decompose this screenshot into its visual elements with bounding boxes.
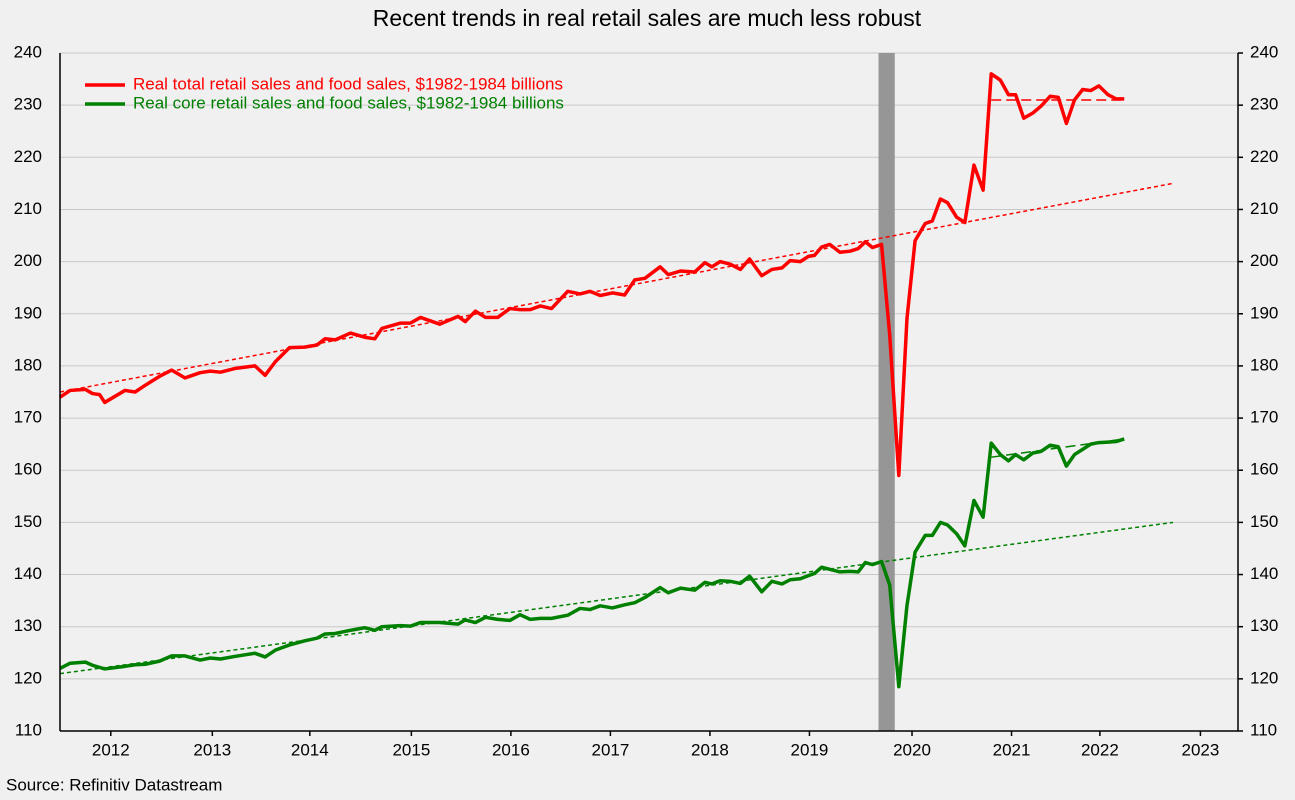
y-tick-label: 120: [14, 668, 42, 687]
y-tick-label: 190: [14, 303, 42, 322]
y-tick-label: 170: [14, 408, 42, 427]
source-note: Source: Refinitiv Datastream: [6, 775, 222, 794]
y2-tick-label: 180: [1250, 355, 1278, 374]
y2-tick-label: 210: [1250, 199, 1278, 218]
x-tick-label: 2019: [791, 740, 829, 759]
y-tick-label: 140: [14, 564, 42, 583]
x-tick-label: 2018: [691, 740, 729, 759]
y-tick-label: 200: [14, 251, 42, 270]
y-tick-label: 130: [14, 616, 42, 635]
y2-tick-label: 170: [1250, 408, 1278, 427]
x-tick-label: 2015: [392, 740, 430, 759]
y-tick-label: 220: [14, 147, 42, 166]
x-tick-label: 2013: [193, 740, 231, 759]
legend-label: Real total retail sales and food sales, …: [133, 74, 563, 93]
y-tick-label: 150: [14, 512, 42, 531]
x-tick-label: 2016: [492, 740, 530, 759]
x-tick-label: 2014: [291, 740, 329, 759]
x-tick-label: 2022: [1081, 740, 1119, 759]
trend-line: [59, 521, 1174, 675]
y-tick-label: 180: [14, 355, 42, 374]
y2-tick-label: 160: [1250, 460, 1278, 479]
chart-title: Recent trends in real retail sales are m…: [373, 5, 922, 31]
y2-tick-label: 130: [1250, 616, 1278, 635]
y2-tick-label: 230: [1250, 95, 1278, 114]
data-line: [59, 72, 1125, 478]
y-tick-label: 210: [14, 199, 42, 218]
x-tick-label: 2020: [893, 740, 931, 759]
y2-tick-label: 190: [1250, 303, 1278, 322]
data-line: [59, 437, 1125, 689]
x-tick-label: 2021: [993, 740, 1031, 759]
y-tick-label: 160: [14, 460, 42, 479]
y2-tick-label: 150: [1250, 512, 1278, 531]
y-tick-label: 240: [14, 42, 42, 61]
legend-label: Real core retail sales and food sales, $…: [133, 93, 564, 112]
y2-tick-label: 220: [1250, 147, 1278, 166]
y-tick-label: 110: [15, 720, 42, 739]
x-tick-label: 2012: [92, 740, 130, 759]
y2-tick-label: 110: [1250, 720, 1277, 739]
y2-tick-label: 200: [1250, 251, 1278, 270]
y-tick-label: 230: [14, 95, 42, 114]
y2-tick-label: 120: [1250, 668, 1278, 687]
x-tick-label: 2023: [1182, 740, 1220, 759]
y2-tick-label: 140: [1250, 564, 1278, 583]
x-tick-label: 2017: [591, 740, 629, 759]
y2-tick-label: 240: [1250, 42, 1278, 61]
